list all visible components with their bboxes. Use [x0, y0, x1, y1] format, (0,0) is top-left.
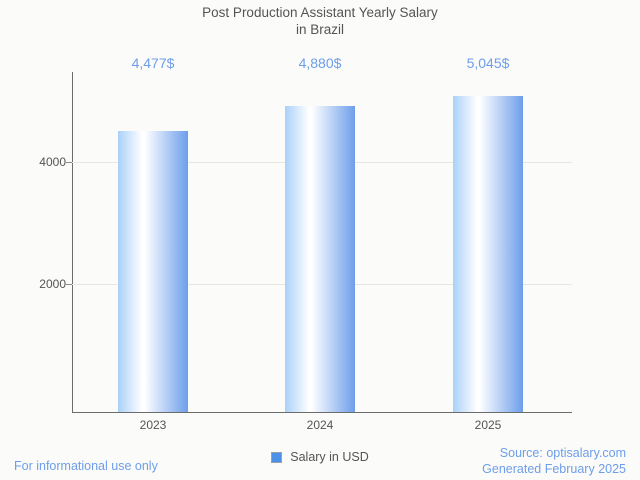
tick-4000: [66, 162, 72, 163]
bar-2024[interactable]: [285, 106, 355, 412]
tick-2000: [66, 284, 72, 285]
chart-legend: Salary in USD: [0, 450, 640, 464]
y-axis-line: [72, 72, 73, 413]
legend-label-salary-in-usd: Salary in USD: [290, 450, 369, 464]
x-tick-label-2025: 2025: [474, 418, 502, 432]
x-tick-label-2024: 2024: [306, 418, 334, 432]
value-label-2025: 5,045$: [466, 55, 510, 71]
chart-title: Post Production Assistant Yearly Salary …: [202, 5, 438, 37]
bar-2025[interactable]: [453, 96, 523, 412]
footer-disclaimer: For informational use only: [14, 459, 158, 473]
bar-2023[interactable]: [118, 131, 188, 412]
value-label-2024: 4,880$: [298, 55, 342, 71]
value-label-2023: 4,477$: [131, 55, 175, 71]
y-tick-label-4000: 4000: [39, 155, 66, 169]
footer-source: Source: optisalary.com Generated Februar…: [482, 446, 626, 476]
y-tick-label-2000: 2000: [39, 277, 66, 291]
x-axis-line: [72, 412, 572, 413]
legend-swatch-icon: [271, 451, 283, 463]
plot-area: [66, 72, 572, 412]
x-tick-label-2023: 2023: [139, 418, 167, 432]
